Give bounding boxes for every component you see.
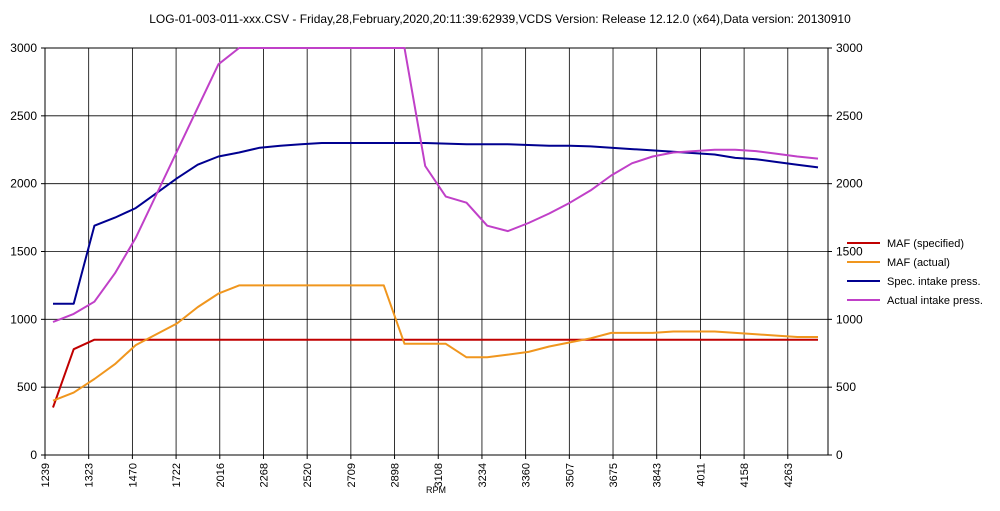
plot-area xyxy=(44,47,829,456)
legend-label: MAF (specified) xyxy=(887,238,964,250)
x-tick-label: 3675 xyxy=(608,463,620,487)
y2-tick-label: 500 xyxy=(836,380,856,394)
y2-tick-label: 0 xyxy=(836,448,843,462)
x-tick-label: 1239 xyxy=(40,463,52,487)
y-tick-label: 2500 xyxy=(10,109,37,123)
y2-tick-label: 2500 xyxy=(836,109,863,123)
y-tick-label: 0 xyxy=(30,448,37,462)
x-axis-label: RPM xyxy=(426,485,446,495)
chart-title: LOG-01-003-011-xxx.CSV - Friday,28,Febru… xyxy=(149,12,851,26)
y-tick-label: 500 xyxy=(17,380,37,394)
x-tick-label: 2898 xyxy=(390,463,402,487)
x-tick-label: 4011 xyxy=(695,463,707,487)
series-layer xyxy=(52,47,819,408)
legend: MAF (specified) MAF (actual) Spec. intake … xyxy=(847,238,983,307)
y2-tick-label: 1000 xyxy=(836,312,863,326)
y-tick-label: 2000 xyxy=(10,177,37,191)
y2-tick-label: 1500 xyxy=(836,245,863,259)
x-tick-label: 1323 xyxy=(84,463,96,487)
x-axis-ticks: 1239 1323 1470 1722 2016 2268 2520 2709 2898 3108… xyxy=(40,455,795,487)
y-tick-label: 1500 xyxy=(10,245,37,259)
x-tick-label: 1722 xyxy=(171,463,183,487)
x-tick-label: 1470 xyxy=(127,463,139,487)
gridlines xyxy=(44,47,828,456)
legend-label: Actual intake press. xyxy=(887,295,983,307)
x-tick-label: 2016 xyxy=(215,463,227,487)
x-tick-label: 2520 xyxy=(302,463,314,487)
y-axis-right-ticks: 0 500 1000 1500 2000 2500 3000 xyxy=(828,41,863,462)
x-tick-label: 3843 xyxy=(652,463,664,487)
x-tick-label: 3234 xyxy=(477,463,489,487)
y2-tick-label: 2000 xyxy=(836,177,863,191)
x-tick-label: 2709 xyxy=(346,463,358,487)
series-line-1 xyxy=(52,338,818,408)
x-tick-label: 3360 xyxy=(521,463,533,487)
x-tick-label: 4158 xyxy=(739,463,751,487)
series-line-4 xyxy=(52,47,819,323)
y-tick-label: 1000 xyxy=(10,312,37,326)
x-tick-label: 4263 xyxy=(783,463,795,487)
x-tick-label: 2268 xyxy=(258,463,270,487)
x-tick-label: 3507 xyxy=(564,463,576,487)
series-line-2 xyxy=(52,284,818,402)
series-line-3 xyxy=(53,142,819,305)
y2-tick-label: 3000 xyxy=(836,41,863,55)
x-tick-label: 3108 xyxy=(433,463,445,487)
legend-label: Spec. intake press. xyxy=(887,276,981,288)
legend-label: MAF (actual) xyxy=(887,257,950,269)
y-axis-left-ticks: 0 500 1000 1500 2000 2500 3000 xyxy=(10,41,45,462)
y-tick-label: 3000 xyxy=(10,41,37,55)
